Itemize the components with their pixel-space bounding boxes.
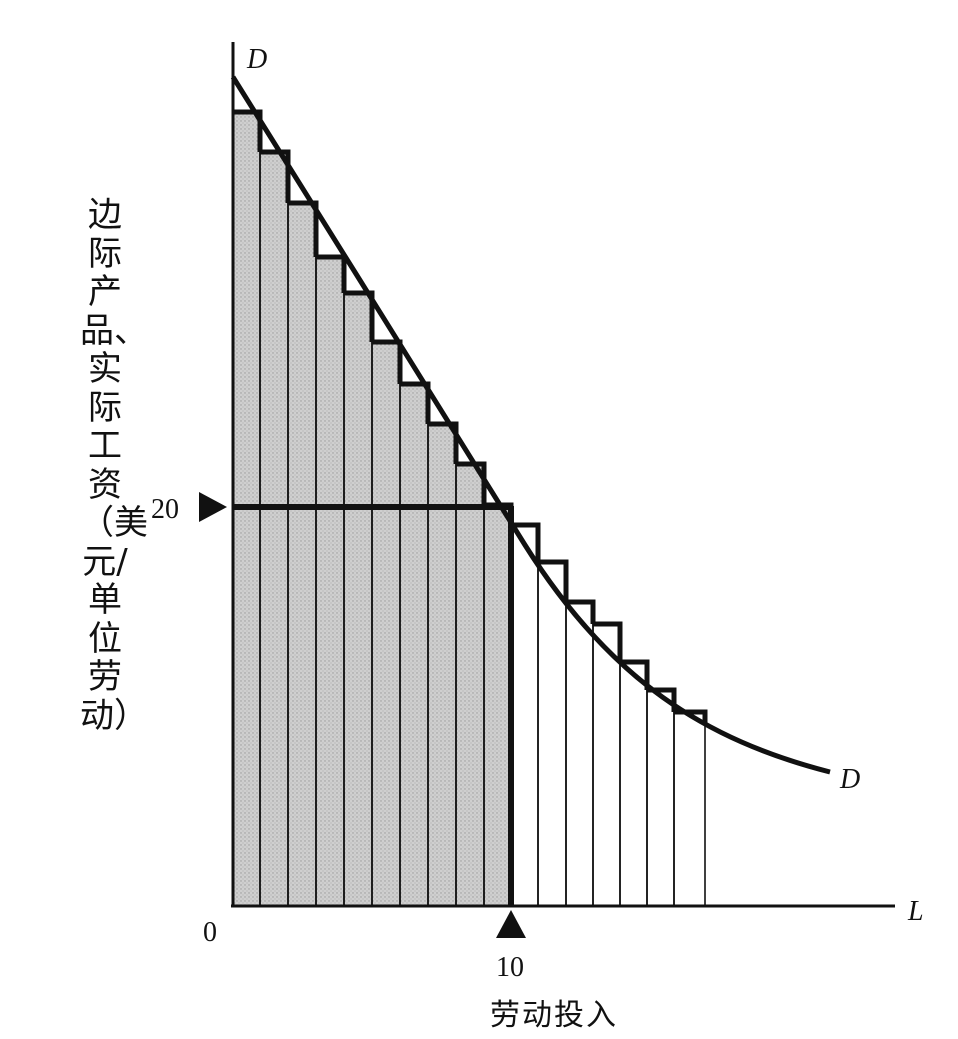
origin-label: 0 [203, 917, 217, 948]
labor-marker [496, 910, 526, 938]
unit-bar [592, 623, 621, 907]
step-outline [233, 109, 263, 152]
step-outline [593, 621, 623, 662]
x-axis-label: 劳动投入 [490, 998, 618, 1033]
curve-label-bottom: D [839, 764, 860, 795]
x-axis-symbol: L [907, 896, 924, 927]
step-outline [428, 421, 459, 464]
step-outline [538, 559, 569, 602]
step-outline [344, 290, 375, 342]
step-outline [288, 200, 319, 257]
step-outline [511, 522, 541, 562]
labor-tick-label: 10 [496, 952, 524, 983]
demand-curve [230, 75, 831, 775]
unit-bar [673, 711, 706, 907]
y-axis-label: 边际产品、实际工资（美元/单位劳动） [80, 195, 148, 736]
wage-tick-label: 20 [151, 494, 179, 525]
unit-bar [565, 601, 594, 907]
step-outline [620, 659, 650, 690]
unit-bar [510, 524, 539, 907]
curve-label-top: D [246, 44, 267, 75]
step-outline [400, 381, 431, 424]
unit-bar [619, 661, 648, 907]
wage-marker [199, 492, 227, 522]
step-outline [456, 461, 487, 505]
unit-bar [537, 561, 567, 907]
step-outline [566, 599, 596, 624]
step-outline [260, 149, 291, 203]
unit-bar [646, 689, 675, 907]
